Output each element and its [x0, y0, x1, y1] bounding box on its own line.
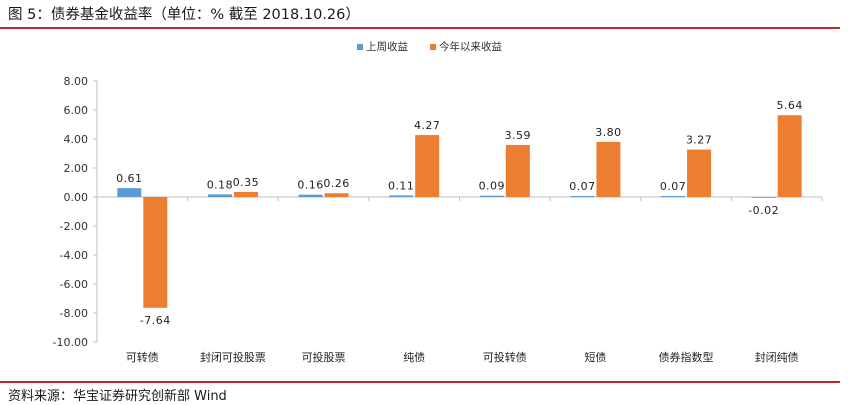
- bar-weekly: [207, 194, 232, 197]
- data-label: 0.16: [297, 179, 324, 192]
- data-label: 0.61: [116, 172, 143, 185]
- data-label: 0.18: [207, 178, 234, 191]
- data-label: 3.59: [505, 129, 532, 142]
- data-label: -0.02: [748, 204, 779, 217]
- data-label: -7.64: [140, 314, 171, 327]
- data-label: 0.09: [479, 180, 506, 193]
- y-tick-label: 2.00: [64, 162, 89, 175]
- y-tick-label: -10.00: [53, 336, 88, 349]
- bar-ytd: [777, 115, 802, 197]
- footer-rule: [0, 381, 840, 383]
- bar-weekly: [389, 195, 414, 197]
- x-category-label: 可投转债: [483, 350, 527, 364]
- x-category-label: 可投股票: [302, 350, 346, 364]
- bar-ytd: [687, 149, 712, 197]
- y-tick-label: -6.00: [60, 278, 88, 291]
- x-category-label: 封闭可投股票: [200, 350, 266, 364]
- bar-ytd: [505, 144, 530, 197]
- x-category-label: 债券指数型: [659, 350, 714, 364]
- data-label: 3.27: [686, 134, 713, 147]
- legend-label-1: 上周收益: [366, 40, 408, 53]
- source-note: 资料来源：华宝证券研究创新部 Wind: [8, 389, 227, 404]
- chart-title: 图 5：债券基金收益率（单位：% 截至 2018.10.26）: [8, 7, 360, 23]
- y-tick-label: 4.00: [64, 133, 89, 146]
- bar-weekly: [117, 188, 142, 197]
- y-tick-label: -4.00: [60, 249, 88, 262]
- data-label: 0.07: [660, 180, 687, 193]
- data-label: 3.80: [595, 126, 622, 139]
- bar-weekly: [298, 194, 323, 197]
- legend-swatch-1: [357, 44, 363, 50]
- y-tick-label: 6.00: [64, 104, 89, 117]
- bar-ytd: [233, 191, 258, 197]
- bar-ytd: [415, 135, 440, 197]
- legend-label-2: 今年以来收益: [439, 40, 502, 53]
- data-label: 4.27: [414, 119, 441, 132]
- bar-ytd: [324, 193, 349, 197]
- x-category-label: 可转债: [126, 350, 159, 364]
- title-rule: [0, 27, 840, 29]
- bar-weekly: [479, 195, 504, 197]
- data-label: 0.35: [233, 176, 260, 189]
- bar-ytd: [143, 197, 168, 308]
- data-label: 0.11: [388, 179, 415, 192]
- y-tick-label: 8.00: [64, 75, 89, 88]
- bar-weekly: [661, 195, 686, 197]
- x-category-label: 短债: [584, 350, 606, 364]
- bar-chart: 上周收益 今年以来收益 8.00 6.00 4.00 2.00 0.00 -2.00 -4.00…: [53, 40, 823, 364]
- y-tick-label: 0.00: [64, 191, 89, 204]
- bar-ytd: [596, 141, 621, 197]
- legend-swatch-2: [430, 44, 436, 50]
- bar-weekly: [751, 197, 776, 198]
- y-tick-label: -2.00: [60, 220, 88, 233]
- bar-weekly: [570, 195, 595, 197]
- x-category-label: 纯债: [403, 350, 425, 364]
- data-label: 0.26: [323, 177, 350, 190]
- x-category-label: 封闭纯债: [755, 350, 799, 364]
- data-label: 0.07: [569, 180, 596, 193]
- data-label: 5.64: [776, 99, 803, 112]
- y-tick-label: -8.00: [60, 307, 88, 320]
